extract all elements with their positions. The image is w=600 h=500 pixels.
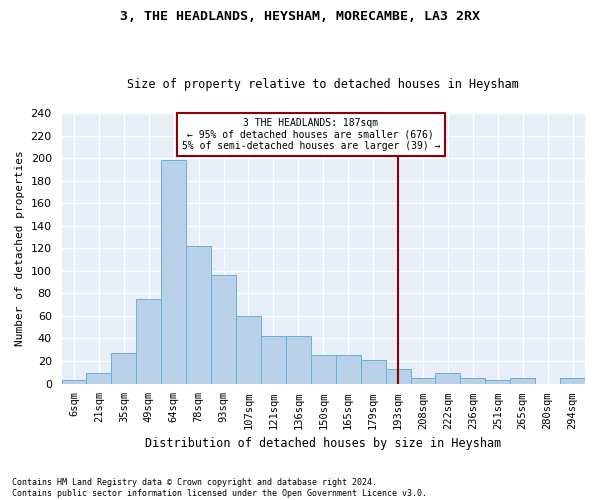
Bar [361,360,386,384]
Bar [236,316,261,384]
Bar [460,378,485,384]
Bar [261,336,286,384]
Bar [62,380,86,384]
Title: Size of property relative to detached houses in Heysham: Size of property relative to detached ho… [127,78,519,91]
Bar [211,276,236,384]
Bar [336,356,361,384]
Bar [136,299,161,384]
Bar [311,356,336,384]
Bar [485,380,510,384]
Text: Contains HM Land Registry data © Crown copyright and database right 2024.
Contai: Contains HM Land Registry data © Crown c… [12,478,427,498]
Bar [410,378,436,384]
Bar [112,353,136,384]
Bar [386,369,410,384]
Text: 3 THE HEADLANDS: 187sqm
← 95% of detached houses are smaller (676)
5% of semi-de: 3 THE HEADLANDS: 187sqm ← 95% of detache… [182,118,440,150]
X-axis label: Distribution of detached houses by size in Heysham: Distribution of detached houses by size … [145,437,502,450]
Bar [286,336,311,384]
Bar [161,160,186,384]
Y-axis label: Number of detached properties: Number of detached properties [15,150,25,346]
Text: 3, THE HEADLANDS, HEYSHAM, MORECAMBE, LA3 2RX: 3, THE HEADLANDS, HEYSHAM, MORECAMBE, LA… [120,10,480,23]
Bar [510,378,535,384]
Bar [86,374,112,384]
Bar [560,378,585,384]
Bar [186,246,211,384]
Bar [436,374,460,384]
